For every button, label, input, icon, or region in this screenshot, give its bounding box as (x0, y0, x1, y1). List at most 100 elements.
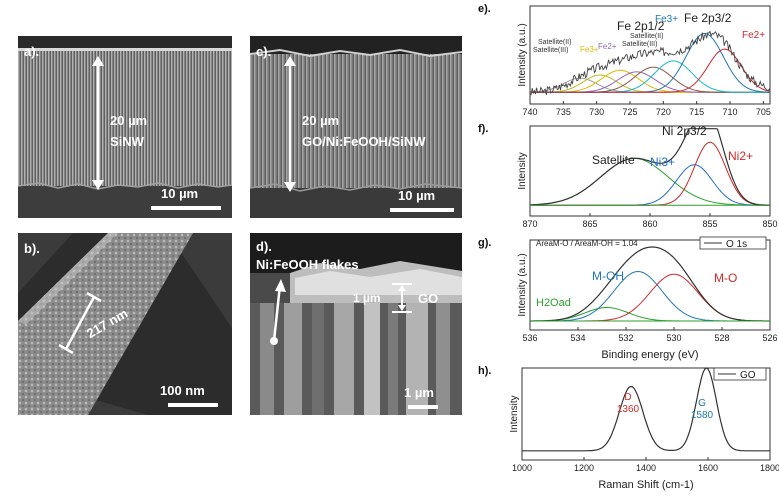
xps-ni2p-chart: 870 865 860 855 850 Intensity f). Ni 2p3/2 Satel… (478, 123, 778, 229)
annotation-sat3-left: Satellite(III) (533, 47, 568, 54)
envelope (530, 246, 770, 322)
annotation-d: D (624, 392, 631, 403)
scale-label-d: 1 µm (404, 385, 434, 400)
scale-label-c: 10 µm (398, 188, 436, 203)
scale-bar-c (390, 208, 454, 212)
annotation-sat3-right: Satellite(III) (622, 41, 657, 48)
annotation-g-value: 1580 (691, 410, 714, 421)
scale-bar-b (168, 403, 218, 407)
x-tick-label: 735 (556, 107, 571, 117)
panel-label-d: d). (256, 239, 272, 254)
annotation-d-value: 1360 (617, 404, 640, 415)
fit-component (530, 48, 771, 93)
y-axis-label: Intensity (517, 152, 528, 189)
x-tick-label: 530 (666, 333, 681, 343)
plot-frame (529, 125, 771, 217)
raman-spectrum (522, 367, 770, 452)
annotation-satellite: Satellite (592, 153, 635, 167)
material-label-c: GO/Ni:FeOOH/SiNW (302, 134, 426, 149)
plot-frame (529, 239, 771, 331)
legend-box (713, 367, 767, 381)
x-tick-label: 850 (762, 219, 777, 229)
x-tick-label: 720 (656, 107, 671, 117)
sem-panel-b: b). 217 nm 100 nm (18, 233, 232, 415)
y-axis-label: Intensity (509, 395, 520, 432)
x-tick-label: 870 (522, 219, 537, 229)
xps-fe2p-chart: 740 735 730 725 720 715 710 705 Intensity (a.u.)… (478, 3, 771, 117)
legend-label: O 1s (726, 239, 747, 250)
x-tick-label: 528 (714, 333, 729, 343)
flakes-label-d: Ni:FeOOH flakes (256, 257, 359, 272)
annotation-h2oad: H2Oad (536, 297, 571, 309)
panel-label: h). (478, 365, 491, 377)
x-tick-label: 860 (642, 219, 657, 229)
fit-component (530, 66, 770, 93)
x-tick-label: 725 (622, 107, 637, 117)
panel-label-b: b). (24, 241, 40, 256)
annotation-sat2-left: Satellite(II) (538, 39, 571, 46)
x-tick-label: 705 (756, 107, 771, 117)
x-tick-label: 526 (762, 333, 777, 343)
x-tick-label: 715 (689, 107, 704, 117)
x-tick-label: 1800 (760, 463, 779, 473)
annotation-ni2: Ni2+ (728, 149, 753, 163)
go-thickness-label-d: 1 µm (353, 291, 381, 305)
x-tick-label: 1000 (512, 463, 532, 473)
x-tick-label: 730 (589, 107, 604, 117)
y-axis-label: Intensity (a.u.) (517, 253, 528, 316)
x-tick-label: 536 (522, 333, 537, 343)
annotation-fe2: Fe2+ (742, 30, 765, 41)
panel-label: e). (478, 3, 491, 15)
panel-label-c: c). (256, 44, 272, 59)
x-tick-label: 1200 (574, 463, 594, 473)
scale-bar-d (408, 405, 438, 409)
legend-label: GO (740, 370, 756, 381)
annotation-fe3-small: Fe3+ (580, 45, 599, 54)
x-tick-label: 710 (722, 107, 737, 117)
annotation-fe2-small: Fe2+ (598, 42, 617, 51)
sem-image-b (18, 233, 232, 415)
sem-image-c (250, 36, 462, 218)
sem-panel-c: c). 20 µm GO/Ni:FeOOH/SiNW 10 µm (250, 36, 462, 218)
legend-box (699, 236, 767, 250)
x-tick-label: 740 (522, 107, 537, 117)
annotation-ni2p32: Ni 2p3/2 (662, 124, 707, 138)
go-label-d: GO (418, 291, 439, 306)
x-axis-label: Binding energy (eV) (601, 349, 698, 361)
scale-bar-a (151, 206, 221, 210)
panel-label: g). (478, 237, 491, 249)
x-tick-label: 1400 (636, 463, 656, 473)
x-tick-label: 1600 (698, 463, 718, 473)
x-axis-label: Raman Shift (cm-1) (598, 479, 693, 491)
y-axis-label: Intensity (a.u.) (517, 23, 528, 86)
thickness-label-c: 20 µm (302, 113, 340, 128)
fit-component (530, 69, 770, 93)
annotation-fe2p12: Fe 2p1/2 (617, 19, 665, 33)
annotation-mo: M-O (714, 271, 737, 285)
annotation-fe2p32: Fe 2p3/2 (684, 11, 732, 25)
scale-label-a: 10 µm (161, 186, 199, 201)
envelope (530, 128, 770, 206)
xps-o1s-chart: 536 534 532 530 528 526 Intensity (a.u.) g). O 1… (478, 236, 778, 361)
sem-panel-a: a). 20 µm SiNW 10 µm (18, 36, 232, 218)
x-tick-label: 855 (702, 219, 717, 229)
panel-label-a: a). (24, 44, 40, 59)
x-tick-label: 865 (582, 219, 597, 229)
scale-label-b: 100 nm (160, 383, 205, 398)
plot-frame (529, 5, 771, 105)
sem-image-a (18, 36, 232, 218)
x-tick-label: 534 (570, 333, 585, 343)
annotation-fe3: Fe3+ (655, 14, 678, 25)
plot-frame (521, 367, 771, 461)
annotation-moh: M-OH (592, 269, 624, 283)
thickness-label-a: 20 µm (110, 113, 148, 128)
annotation-sat2-right: Satellite(II) (630, 33, 663, 40)
material-label-a: SiNW (110, 134, 144, 149)
annotation-g: G (698, 398, 706, 409)
sem-panel-d: d). Ni:FeOOH flakes 1 µm GO 1 µm (250, 233, 462, 415)
sem-image-d (250, 233, 462, 415)
annotation-ni3: Ni3+ (650, 155, 675, 169)
raw-spectrum (529, 30, 771, 96)
panel-label: f). (478, 123, 488, 135)
